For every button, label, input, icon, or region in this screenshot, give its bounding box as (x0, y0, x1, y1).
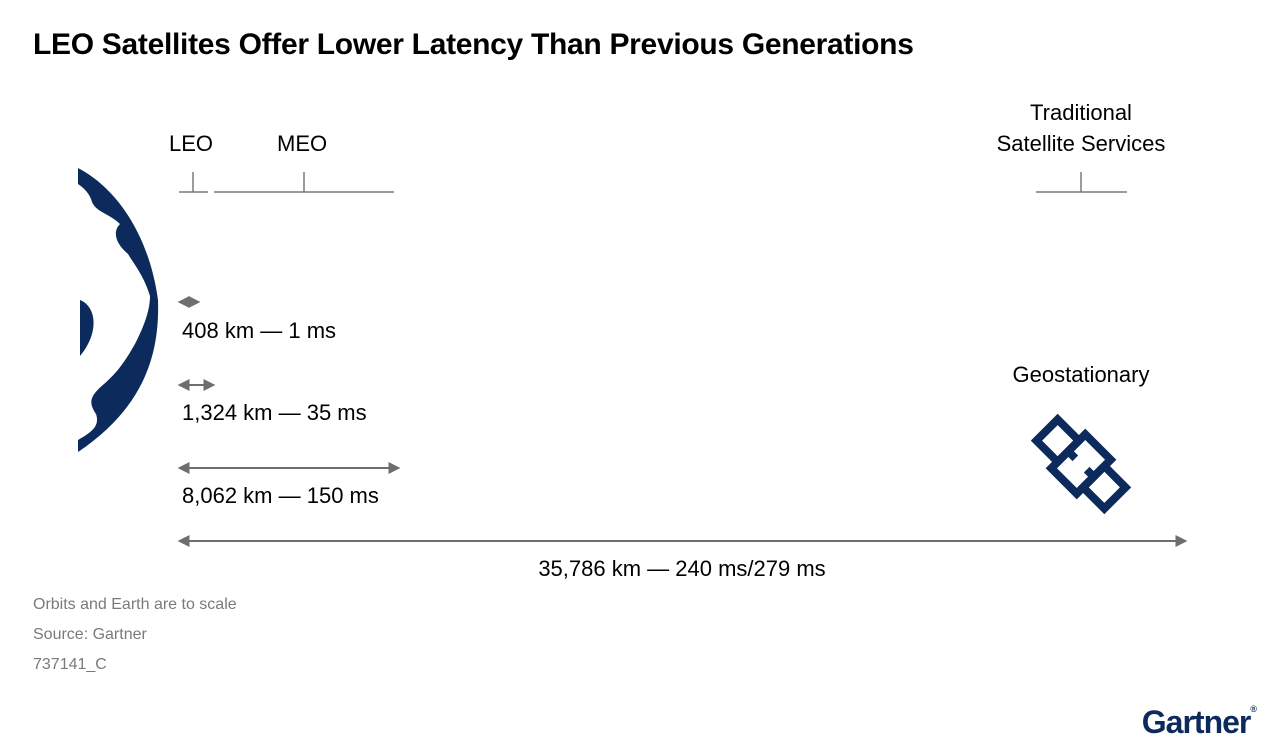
page-title: LEO Satellites Offer Lower Latency Than … (33, 28, 914, 61)
distance-label-1324km: 1,324 km — 35 ms (182, 400, 367, 425)
geostationary-label: Geostationary (1012, 362, 1150, 387)
meo-bracket (214, 172, 394, 193)
gartner-logo: Gartner® (1141, 704, 1257, 741)
orbit-markers (179, 172, 1127, 193)
traditional-bracket (1036, 172, 1127, 193)
distance-label-408km: 408 km — 1 ms (182, 318, 337, 343)
leo-label: LEO (169, 131, 214, 156)
traditional-label-line2: Satellite Services (996, 131, 1166, 156)
leo-bracket (179, 172, 208, 193)
distance-label-35786km: 35,786 km — 240 ms/279 ms (538, 556, 826, 581)
satellite-icon (1030, 413, 1132, 515)
distance-label-8062km: 8,062 km — 150 ms (182, 483, 379, 508)
brand-mark: ® (1250, 704, 1257, 714)
footer-source: Source: Gartner (33, 626, 147, 643)
traditional-label-line1: Traditional (1030, 100, 1132, 125)
brand-name: Gartner (1141, 704, 1252, 740)
footer-id: 737141_C (33, 656, 107, 673)
footer-note: Orbits and Earth are to scale (33, 596, 237, 613)
meo-label: MEO (277, 131, 328, 156)
earth-icon (78, 168, 159, 452)
